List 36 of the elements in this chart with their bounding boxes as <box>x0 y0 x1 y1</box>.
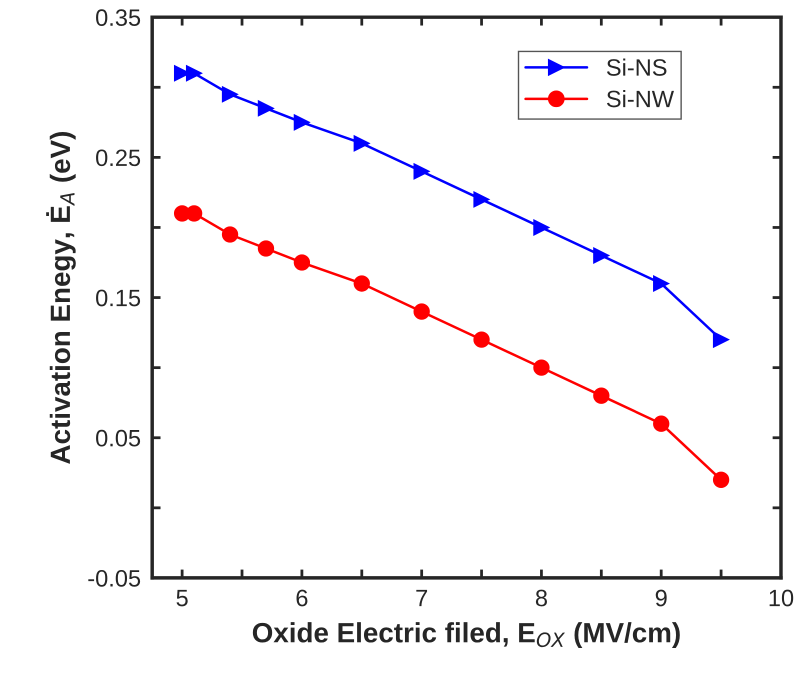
point <box>712 472 730 488</box>
point <box>294 254 310 271</box>
y-tick-label: 0.25 <box>96 149 140 166</box>
point <box>354 135 370 152</box>
point <box>473 331 490 348</box>
point <box>533 219 550 236</box>
point <box>414 303 430 320</box>
point <box>473 191 490 208</box>
point <box>653 275 670 292</box>
point <box>222 86 238 102</box>
x-tick-label: 10 <box>770 590 794 606</box>
point <box>222 226 238 243</box>
point <box>294 114 310 130</box>
x-tick-label: 9 <box>656 590 667 606</box>
point <box>593 247 610 264</box>
y-tick-label: 0.05 <box>96 430 140 447</box>
point <box>653 416 670 432</box>
point <box>186 65 202 82</box>
y-tick-label: 0.35 <box>96 9 140 26</box>
x-tick-label: 5 <box>176 590 188 606</box>
point <box>712 331 730 348</box>
x-tick-label: 7 <box>416 590 428 606</box>
point <box>354 275 370 292</box>
x-axis-title: Oxide Electric filed, E$_{OX}$ (MV/cm) <box>252 622 680 648</box>
x-tick-label: 6 <box>296 590 308 606</box>
x-tick-label: 8 <box>536 590 547 606</box>
point <box>258 240 274 257</box>
point <box>258 100 274 116</box>
point <box>593 388 610 404</box>
legend-label: Si-NS <box>606 58 666 76</box>
y-tick-label: -0.05 <box>88 570 140 587</box>
point <box>414 163 430 180</box>
point <box>533 359 550 376</box>
y-axis-title: Activation Enegy, Ė$_{A}$ (eV) <box>46 132 76 464</box>
y-tick-label: 0.15 <box>96 290 140 306</box>
legend-label: Si-NW <box>606 90 674 108</box>
